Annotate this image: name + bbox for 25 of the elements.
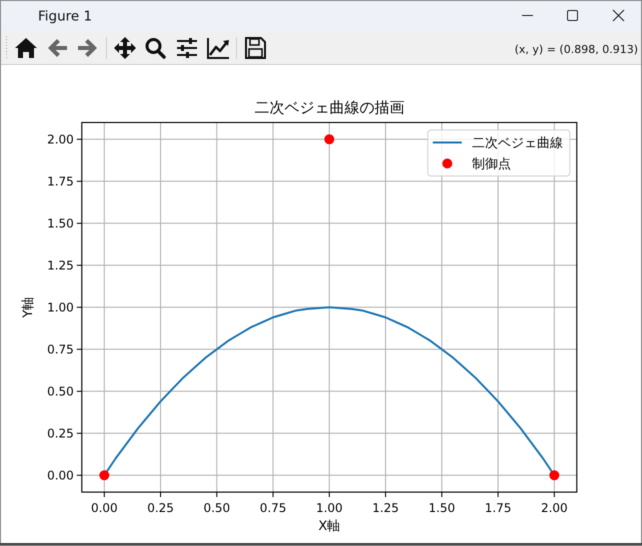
x-tick-label: 1.75 bbox=[484, 501, 512, 516]
y-tick-label: 1.50 bbox=[47, 216, 74, 231]
y-axis-title: Y軸 bbox=[21, 296, 36, 319]
y-tick-label: 0.00 bbox=[47, 468, 74, 483]
y-tick-label: 0.50 bbox=[47, 384, 74, 399]
x-tick-label: 0.00 bbox=[90, 501, 118, 516]
y-tick-label: 0.25 bbox=[47, 426, 74, 441]
x-tick-label: 1.00 bbox=[316, 501, 343, 516]
legend-label: 制御点 bbox=[472, 157, 511, 172]
y-tick-label: 0.75 bbox=[47, 342, 74, 357]
x-tick-label: 1.25 bbox=[372, 501, 399, 516]
y-tick-label: 1.25 bbox=[47, 258, 74, 273]
chart-title: 二次ベジェ曲線の描画 bbox=[254, 98, 404, 116]
y-tick-label: 2.00 bbox=[47, 132, 74, 147]
legend-label: 二次ベジェ曲線 bbox=[472, 136, 563, 152]
caption: Figure 1 bbox=[38, 8, 92, 24]
x-tick-label: 1.50 bbox=[428, 501, 456, 516]
x-tick-label: 0.50 bbox=[203, 501, 230, 516]
x-tick-label: 0.75 bbox=[260, 501, 286, 516]
x-tick-label: 0.25 bbox=[147, 501, 174, 516]
y-tick-label: 1.75 bbox=[47, 174, 74, 189]
y-tick-label: 1.00 bbox=[47, 300, 74, 315]
x-axis-title: X軸 bbox=[318, 519, 340, 534]
x-tick-label: 2.00 bbox=[540, 501, 568, 516]
text: (x, y) = (0.898, 0.913) bbox=[514, 43, 638, 56]
